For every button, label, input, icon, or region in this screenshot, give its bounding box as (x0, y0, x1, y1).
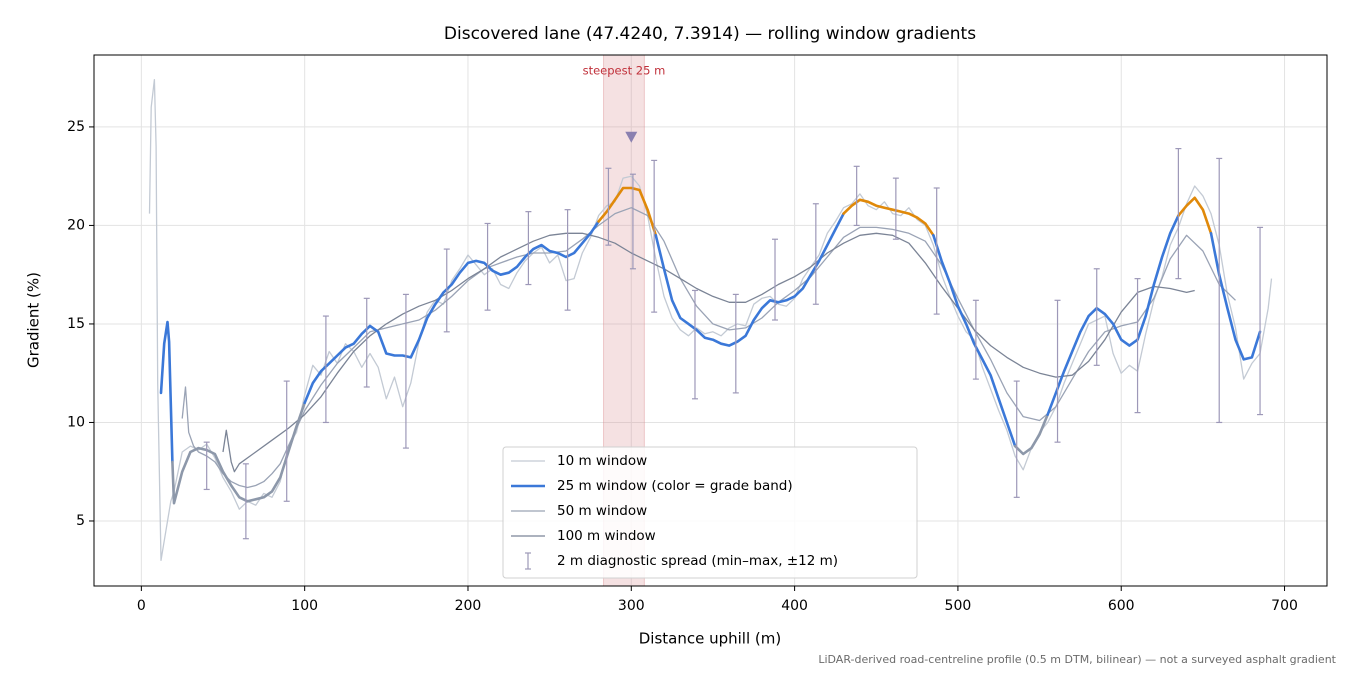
x-axis-label: Distance uphill (m) (639, 630, 781, 648)
legend-box (502, 446, 918, 579)
x-tick-label: 500 (945, 598, 972, 614)
footnote: LiDAR-derived road-centreline profile (0… (818, 653, 1336, 666)
series-line-band (932, 234, 1017, 448)
y-tick-label: 25 (67, 119, 85, 135)
legend-label: 100 m window (557, 528, 656, 544)
error-bar (772, 238, 779, 321)
x-tick-label: 400 (781, 598, 808, 614)
error-bar (484, 222, 491, 311)
axes-frame (93, 54, 1328, 587)
x-tick-label: 100 (291, 598, 318, 614)
error-bar (691, 289, 698, 400)
error-bar (1216, 157, 1223, 424)
error-bar (564, 209, 571, 311)
error-bar (1257, 226, 1264, 416)
error-bar (972, 299, 979, 380)
error-bar (892, 177, 899, 240)
error-bar (1093, 268, 1100, 366)
error-bar (443, 248, 450, 333)
legend-label: 25 m window (color = grade band) (557, 478, 793, 494)
series-line-band (842, 198, 935, 237)
legend: 10 m window 25 m window (color = grade ba… (502, 446, 918, 579)
series-line (181, 207, 1236, 489)
error-bar (1054, 299, 1061, 443)
series-line-band (171, 401, 306, 505)
error-bar (402, 293, 409, 449)
series-line (148, 78, 1273, 562)
y-tick-label: 5 (76, 513, 85, 529)
steepest-label: steepest 25 m (583, 64, 666, 78)
error-bar (322, 315, 329, 424)
series-line-band (159, 320, 174, 464)
x-tick-label: 300 (618, 598, 645, 614)
error-bar (732, 293, 739, 394)
series-line-band (1013, 413, 1049, 456)
error-bar (203, 441, 210, 491)
error-bar (525, 211, 532, 286)
error-bar (812, 203, 819, 305)
series-line (222, 232, 1195, 473)
error-bar (283, 380, 290, 502)
y-tick-label: 20 (67, 217, 85, 233)
series-line-band (303, 220, 600, 405)
error-bar (1134, 278, 1141, 414)
error-bar (242, 463, 249, 540)
chart-title: Discovered lane (47.4240, 7.3914) — roll… (444, 24, 976, 44)
legend-label: 10 m window (557, 453, 647, 469)
error-bar (1175, 147, 1182, 280)
x-tick-label: 700 (1271, 598, 1298, 614)
legend-label: 2 m diagnostic spread (min–max, ±12 m) (557, 553, 838, 569)
series-line-band (1177, 196, 1213, 235)
series-line-band (1046, 214, 1180, 416)
steepest-marker (625, 131, 638, 143)
error-bar (605, 167, 612, 246)
error-bar (933, 187, 940, 315)
y-axis-label: Gradient (%) (25, 272, 43, 368)
x-tick-label: 600 (1108, 598, 1135, 614)
x-tick-label: 0 (137, 598, 146, 614)
error-bar (1013, 380, 1020, 498)
error-bar (363, 297, 370, 388)
error-bar (651, 159, 658, 313)
plot-layer (94, 55, 1327, 586)
y-tick-label: 15 (67, 316, 85, 332)
series-line-band (654, 212, 845, 347)
error-bar (629, 173, 636, 270)
x-tick-label: 200 (455, 598, 482, 614)
legend-label: 50 m window (557, 503, 647, 519)
error-bar (853, 165, 860, 227)
y-tick-label: 10 (67, 414, 85, 430)
